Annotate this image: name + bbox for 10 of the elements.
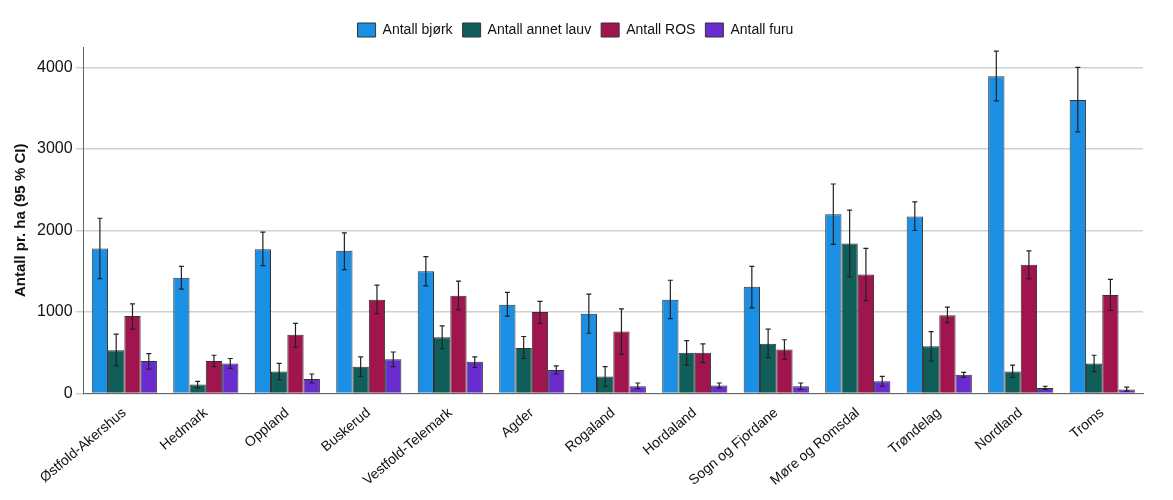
y-tick-label: 4000: [37, 57, 73, 75]
legend-label: Antall furu: [730, 20, 794, 37]
legend-label: Antall ROS: [626, 20, 696, 37]
y-tick-label: 2000: [37, 220, 73, 238]
legend-label: Antall bjørk: [382, 20, 454, 37]
y-tick-label: 3000: [37, 139, 73, 157]
legend-label: Antall annet lauv: [487, 20, 592, 37]
y-tick-label: 0: [63, 383, 73, 401]
y-axis-title: Antall pr. ha (95 % CI): [11, 143, 29, 297]
y-tick-label: 1000: [37, 302, 73, 320]
